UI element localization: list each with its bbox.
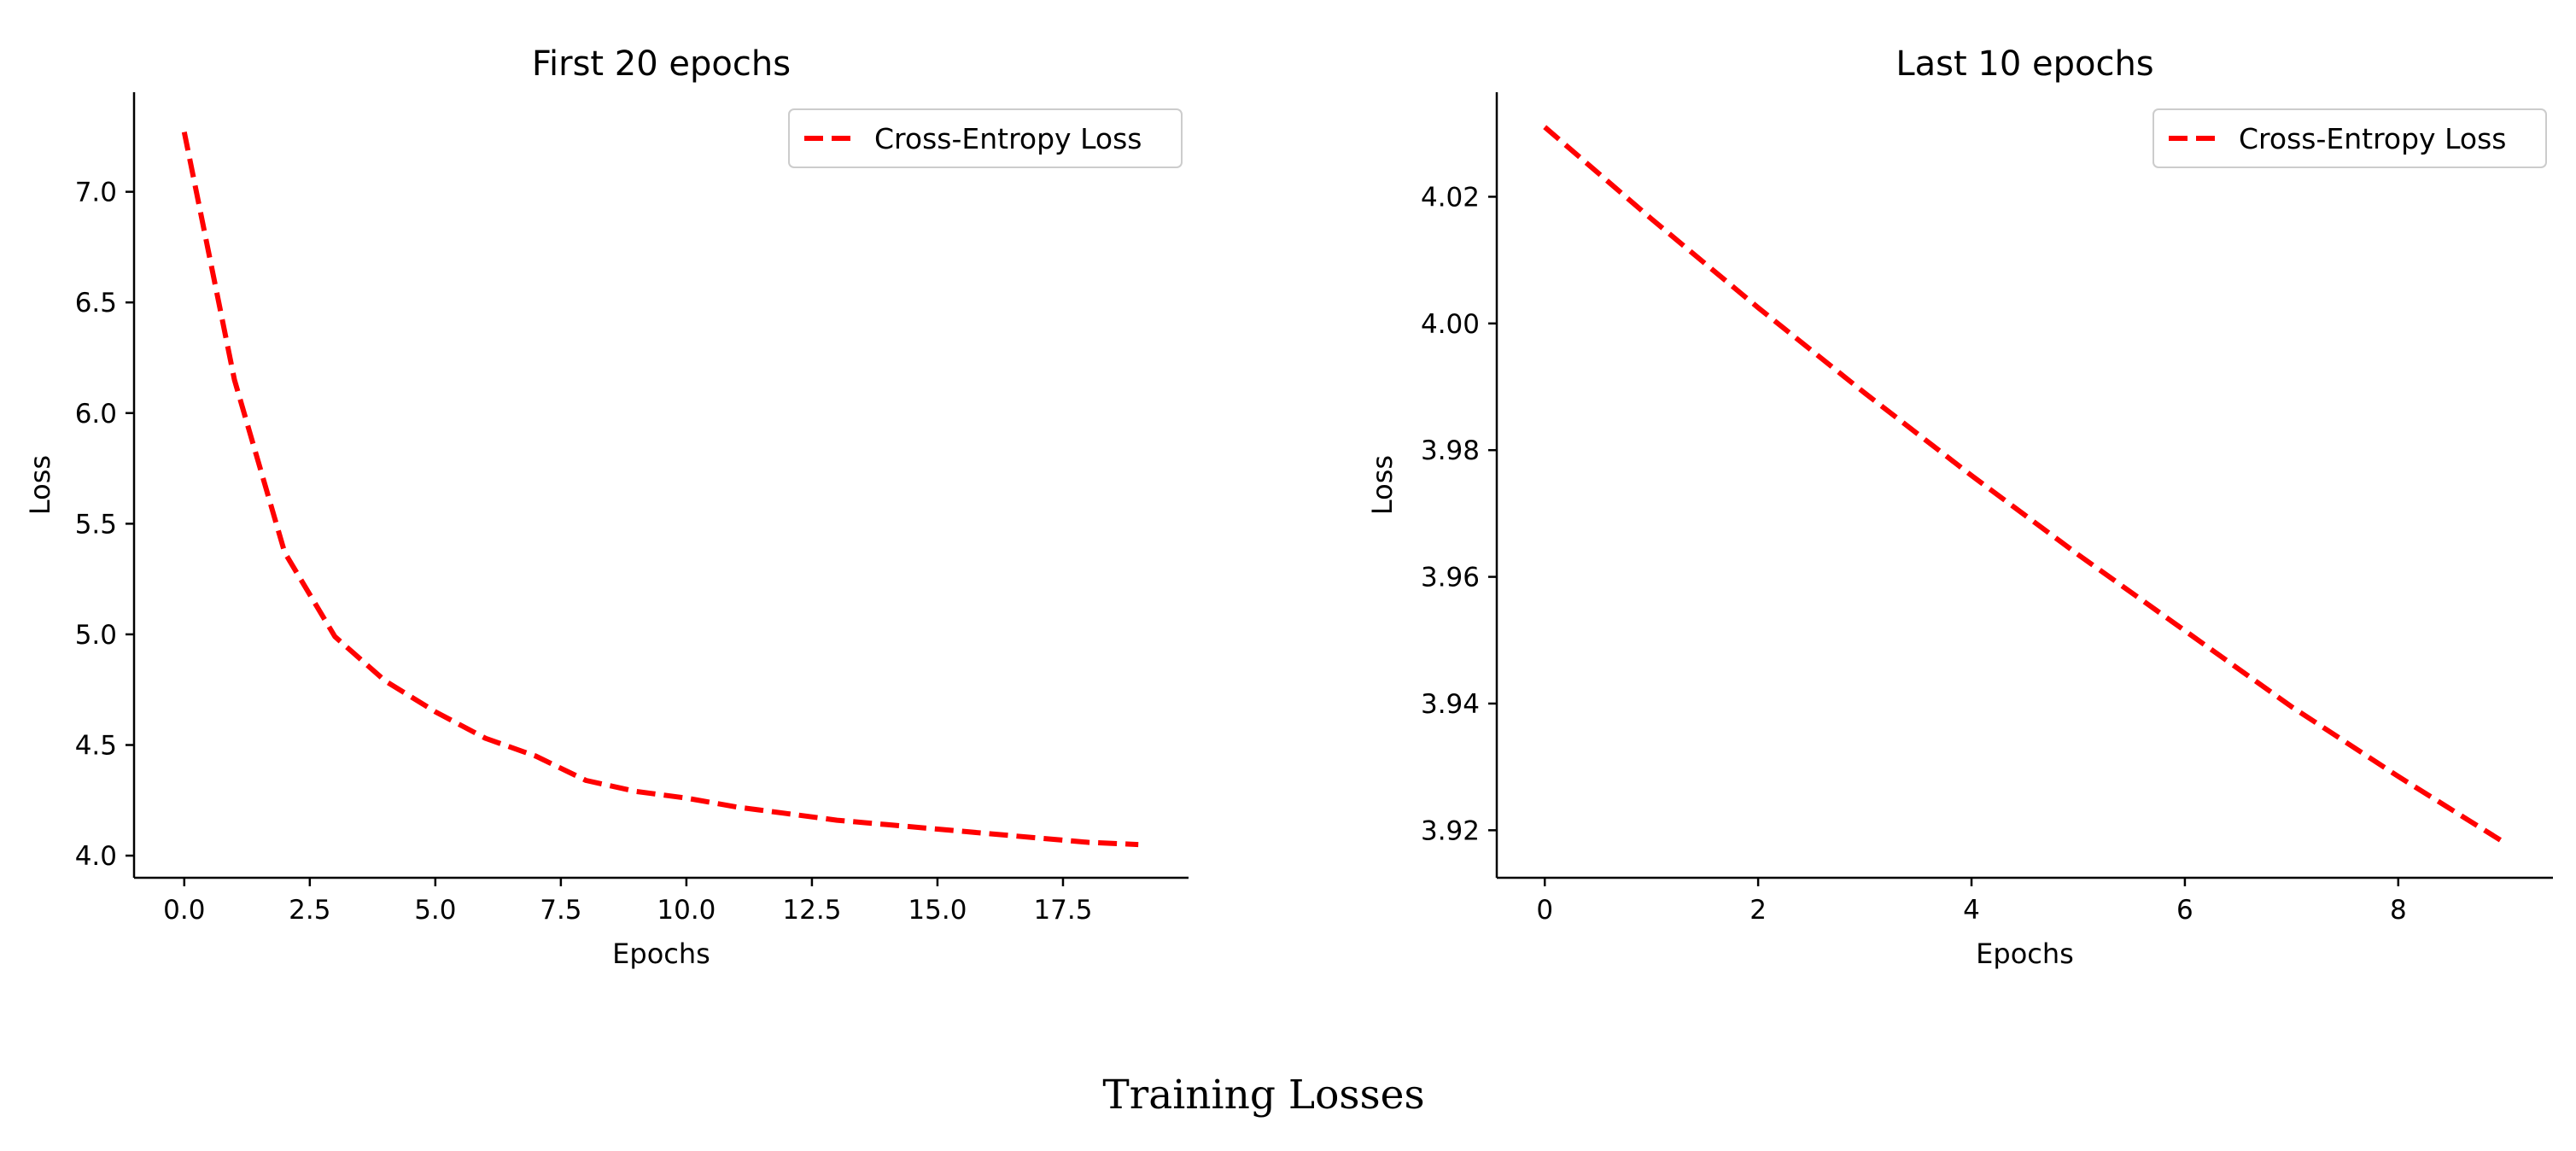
y-tick-label: 6.5: [75, 288, 117, 318]
legend-entry: Cross-Entropy Loss: [2239, 122, 2506, 155]
y-tick-label: 5.5: [75, 509, 117, 540]
y-tick-label: 3.96: [1421, 563, 1480, 593]
legend-entry: Cross-Entropy Loss: [874, 122, 1142, 155]
x-tick-label: 8: [2390, 895, 2407, 926]
x-tick-label: 10.0: [657, 895, 716, 926]
x-axis-label: Epochs: [1976, 938, 2074, 970]
x-tick-label: 6: [2176, 895, 2193, 926]
plot-title: First 20 epochs: [532, 44, 791, 84]
y-tick-label: 5.0: [75, 620, 117, 651]
x-tick-label: 12.5: [782, 895, 841, 926]
y-tick-label: 3.98: [1421, 435, 1480, 466]
x-tick-label: 17.5: [1033, 895, 1092, 926]
y-tick-label: 4.00: [1421, 309, 1480, 340]
y-tick-label: 3.92: [1421, 815, 1480, 846]
plot-first-20-epochs: 4.0 4.5 5.0 5.5 6.0 6.5 7.0 0.0 2.5 5.0 7.5 10.0 12.…: [24, 44, 1189, 970]
x-tick-label: 0: [1536, 895, 1553, 926]
plot-last-10-epochs: 3.92 3.94 3.96 3.98 4.00 4.02 0 2 4 6 8 Last 10 epo…: [1366, 44, 2553, 970]
plot-title: Last 10 epochs: [1895, 44, 2153, 84]
series-line: [181, 131, 1139, 848]
x-tick-label: 7.5: [540, 895, 581, 926]
y-tick-label: 4.0: [75, 841, 117, 872]
x-tick-label: 2: [1749, 895, 1767, 926]
y-tick-label: 3.94: [1421, 689, 1480, 720]
y-tick-label: 4.5: [75, 731, 117, 762]
x-tick-label: 2.5: [289, 895, 330, 926]
series-line: [1543, 125, 2507, 845]
y-tick-label: 7.0: [75, 178, 117, 208]
y-tick-label: 6.0: [75, 399, 117, 429]
x-tick-label: 5.0: [414, 895, 456, 926]
x-axis-label: Epochs: [612, 938, 710, 970]
legend-box: [2153, 108, 2547, 168]
x-tick-label: 15.0: [908, 895, 967, 926]
x-tick-label: 0.0: [163, 895, 205, 926]
x-tick-label: 4: [1963, 895, 1980, 926]
y-tick-label: 4.02: [1421, 182, 1480, 213]
y-axis-label: Loss: [24, 455, 56, 515]
legend-box: [788, 108, 1183, 168]
y-axis-label: Loss: [1366, 455, 1399, 515]
figure-caption: Training Losses: [1102, 1072, 1424, 1119]
